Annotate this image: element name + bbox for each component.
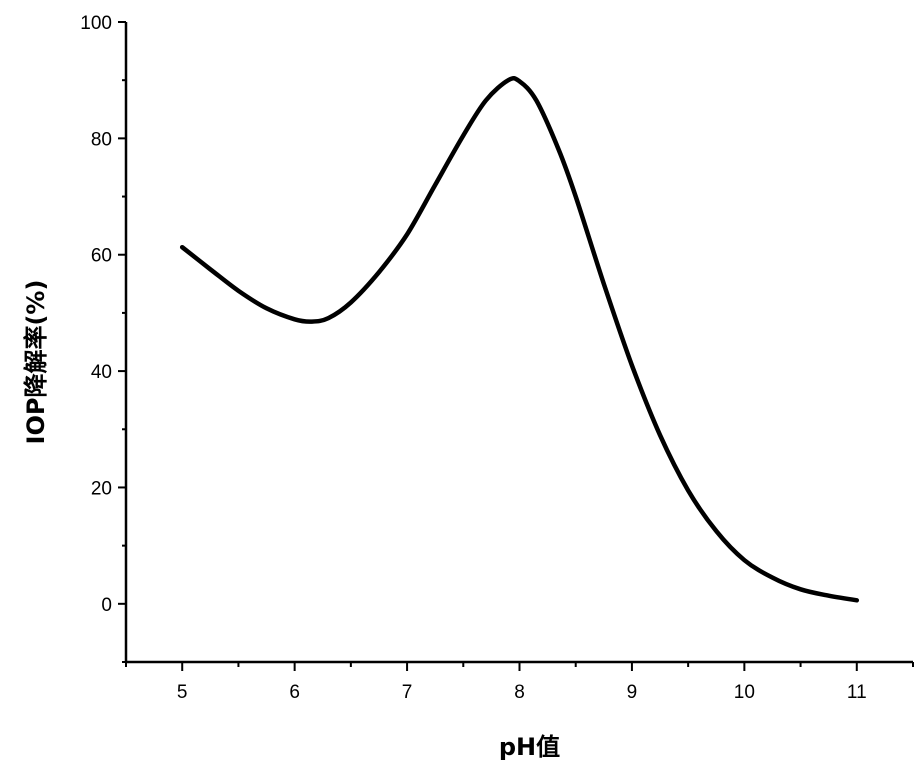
x-tick-label: 6 <box>289 682 300 703</box>
x-tick-label: 8 <box>514 682 525 703</box>
x-axis-label: pH值 <box>499 733 560 761</box>
series-line <box>179 76 860 603</box>
y-tick-label: 0 <box>101 595 112 616</box>
y-axis-label: IOP降解率(%) <box>22 280 50 445</box>
y-tick-label: 40 <box>91 362 112 383</box>
y-tick-label: 80 <box>91 129 112 150</box>
x-tick-label: 10 <box>734 682 755 703</box>
y-tick-label: 20 <box>91 478 112 499</box>
y-axis-ticks: 0 20 40 60 80 100 <box>80 13 126 663</box>
series-layer <box>179 76 860 603</box>
axes <box>124 22 913 664</box>
x-tick-label: 5 <box>177 682 188 703</box>
y-tick-label: 100 <box>80 13 112 34</box>
x-axis-ticks: 5 6 7 8 9 10 11 <box>125 662 914 703</box>
x-tick-label: 9 <box>627 682 638 703</box>
y-tick-label: 60 <box>91 246 112 267</box>
x-tick-label: 11 <box>847 682 867 703</box>
x-tick-label: 7 <box>402 682 413 703</box>
